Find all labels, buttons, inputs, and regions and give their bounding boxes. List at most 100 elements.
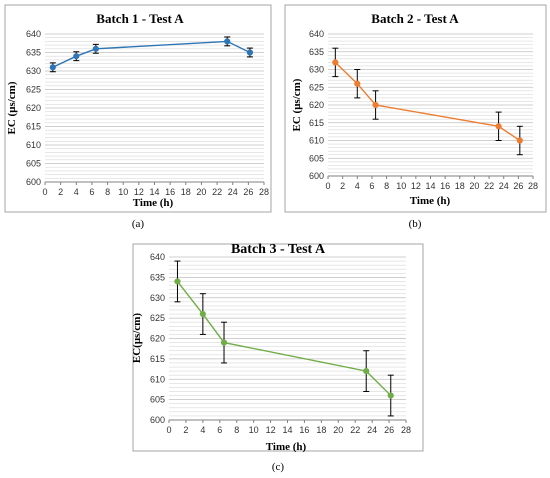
y-tick-label: 600 <box>26 177 41 187</box>
x-tick-label: 28 <box>259 187 269 197</box>
y-tick-label: 630 <box>26 66 41 76</box>
y-tick-label: 640 <box>309 29 324 39</box>
x-tick-label: 0 <box>42 187 47 197</box>
x-tick-label: 0 <box>325 181 330 191</box>
x-tick-label: 22 <box>484 181 494 191</box>
y-tick-label: 640 <box>150 252 165 262</box>
x-tick-label: 8 <box>105 187 110 197</box>
panel-caption: (c) <box>272 461 285 473</box>
y-tick-label: 635 <box>150 272 165 282</box>
y-tick-label: 610 <box>309 136 324 146</box>
x-tick-label: 12 <box>411 181 421 191</box>
chart-title: Batch 3 - Test A <box>231 242 326 257</box>
y-tick-label: 635 <box>26 48 41 58</box>
y-tick-label: 605 <box>26 159 41 169</box>
y-tick-label: 615 <box>150 354 165 364</box>
x-tick-label: 12 <box>134 187 144 197</box>
y-tick-label: 610 <box>150 374 165 384</box>
data-point <box>372 101 379 109</box>
data-point <box>92 45 99 52</box>
x-tick-label: 14 <box>282 425 292 435</box>
chart-title: Batch 2 - Test A <box>371 11 459 26</box>
data-point <box>220 339 228 346</box>
data-point <box>49 64 56 71</box>
y-tick-label: 635 <box>309 47 324 57</box>
data-point <box>73 53 80 60</box>
x-tick-label: 6 <box>369 181 374 191</box>
data-point <box>363 368 370 375</box>
x-tick-label: 10 <box>396 181 406 191</box>
y-tick-label: 640 <box>26 29 41 39</box>
panel-caption: (b) <box>409 218 422 230</box>
x-tick-label: 26 <box>243 187 253 197</box>
x-axis-title: Time (h) <box>266 441 307 453</box>
y-axis-title: EC (μs/cm) <box>6 81 18 134</box>
x-tick-label: 4 <box>74 187 79 197</box>
y-tick-label: 610 <box>26 140 41 150</box>
y-axis-title: EC (μs/cm) <box>291 78 303 131</box>
y-tick-label: 600 <box>309 171 324 181</box>
x-tick-label: 18 <box>181 187 191 197</box>
x-tick-label: 2 <box>340 181 345 191</box>
x-tick-label: 26 <box>513 181 523 191</box>
x-tick-label: 26 <box>384 425 394 435</box>
data-point <box>174 278 181 285</box>
y-tick-label: 615 <box>26 122 41 132</box>
y-tick-label: 620 <box>26 103 41 113</box>
data-point <box>495 123 502 130</box>
y-tick-label: 605 <box>309 153 324 163</box>
y-tick-label: 625 <box>309 82 324 92</box>
y-tick-label: 615 <box>309 118 324 128</box>
x-tick-label: 18 <box>316 425 326 435</box>
x-tick-label: 2 <box>58 187 63 197</box>
x-tick-label: 28 <box>528 181 538 191</box>
x-tick-label: 12 <box>266 425 276 435</box>
data-point <box>246 49 254 56</box>
x-tick-label: 22 <box>350 425 360 435</box>
x-tick-label: 24 <box>228 187 238 197</box>
y-tick-label: 605 <box>150 395 165 405</box>
x-tick-label: 4 <box>200 425 205 435</box>
chart-title: Batch 1 - Test A <box>96 11 184 26</box>
x-tick-label: 16 <box>440 181 450 191</box>
x-tick-label: 0 <box>166 425 171 435</box>
x-tick-label: 6 <box>89 187 94 197</box>
x-tick-label: 22 <box>212 187 222 197</box>
data-point <box>332 59 339 66</box>
x-tick-label: 14 <box>149 187 159 197</box>
data-point <box>516 137 523 144</box>
x-tick-label: 28 <box>401 425 411 435</box>
x-tick-label: 24 <box>499 181 509 191</box>
x-tick-label: 20 <box>469 181 479 191</box>
data-point <box>354 80 361 87</box>
x-axis-title: Time (h) <box>410 195 451 207</box>
chart-frame <box>4 4 272 213</box>
y-tick-label: 625 <box>26 85 41 95</box>
x-tick-label: 24 <box>367 425 377 435</box>
y-tick-label: 630 <box>150 293 165 303</box>
x-tick-label: 10 <box>118 187 128 197</box>
y-tick-label: 620 <box>150 334 165 344</box>
x-tick-label: 8 <box>384 181 389 191</box>
x-tick-label: 20 <box>333 425 343 435</box>
x-tick-label: 10 <box>249 425 259 435</box>
data-point <box>387 392 394 399</box>
x-tick-label: 18 <box>455 181 465 191</box>
y-tick-label: 630 <box>309 65 324 75</box>
y-tick-label: 600 <box>150 415 165 425</box>
x-tick-label: 14 <box>425 181 435 191</box>
x-tick-label: 20 <box>196 187 206 197</box>
x-axis-title: Time (h) <box>133 197 174 209</box>
y-tick-label: 620 <box>309 100 324 110</box>
x-tick-label: 8 <box>234 425 239 435</box>
x-tick-label: 6 <box>217 425 222 435</box>
x-tick-label: 2 <box>183 425 188 435</box>
x-tick-label: 16 <box>299 425 309 435</box>
x-tick-label: 4 <box>355 181 360 191</box>
data-point <box>224 38 231 45</box>
y-axis-title: EC(μs/cm) <box>131 313 143 364</box>
chart-frame <box>132 243 424 452</box>
